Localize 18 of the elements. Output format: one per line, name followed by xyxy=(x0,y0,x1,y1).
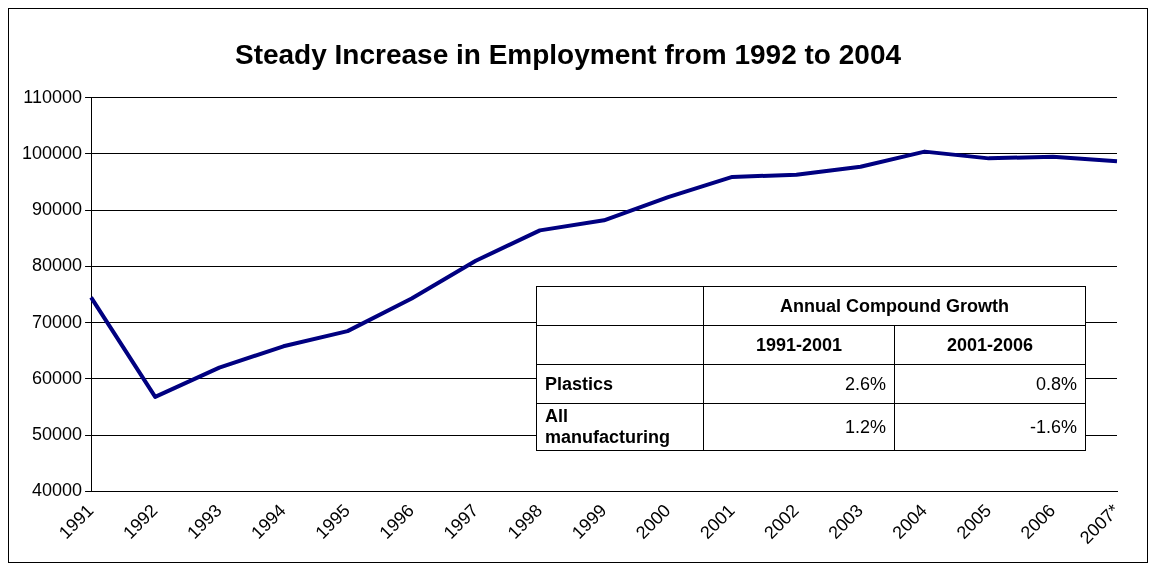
annotation: 1.2% xyxy=(703,403,895,451)
annotation: 2.6% xyxy=(703,364,895,404)
annotation: 1991-2001 xyxy=(703,325,895,365)
annotation: 0.8% xyxy=(894,364,1086,404)
y-tick-label: 80000 xyxy=(32,255,83,276)
annotation: -1.6% xyxy=(894,403,1086,451)
y-tick-label: 60000 xyxy=(32,367,83,388)
y-tick-label: 90000 xyxy=(32,199,83,220)
annotation: Annual Compound Growth xyxy=(703,286,1086,326)
y-tick-label: 50000 xyxy=(32,424,83,445)
annotation: 2001-2006 xyxy=(894,325,1086,365)
annotation: All manufacturing xyxy=(536,403,704,451)
y-tick-label: 100000 xyxy=(21,142,83,163)
y-tick-label: 110000 xyxy=(23,86,83,107)
y-tick-label: 40000 xyxy=(32,480,83,501)
y-tick-label: 70000 xyxy=(32,311,83,332)
annotation: Plastics xyxy=(536,364,704,404)
chart-title: Steady Increase in Employment from 1992 to 2004 xyxy=(234,38,902,70)
